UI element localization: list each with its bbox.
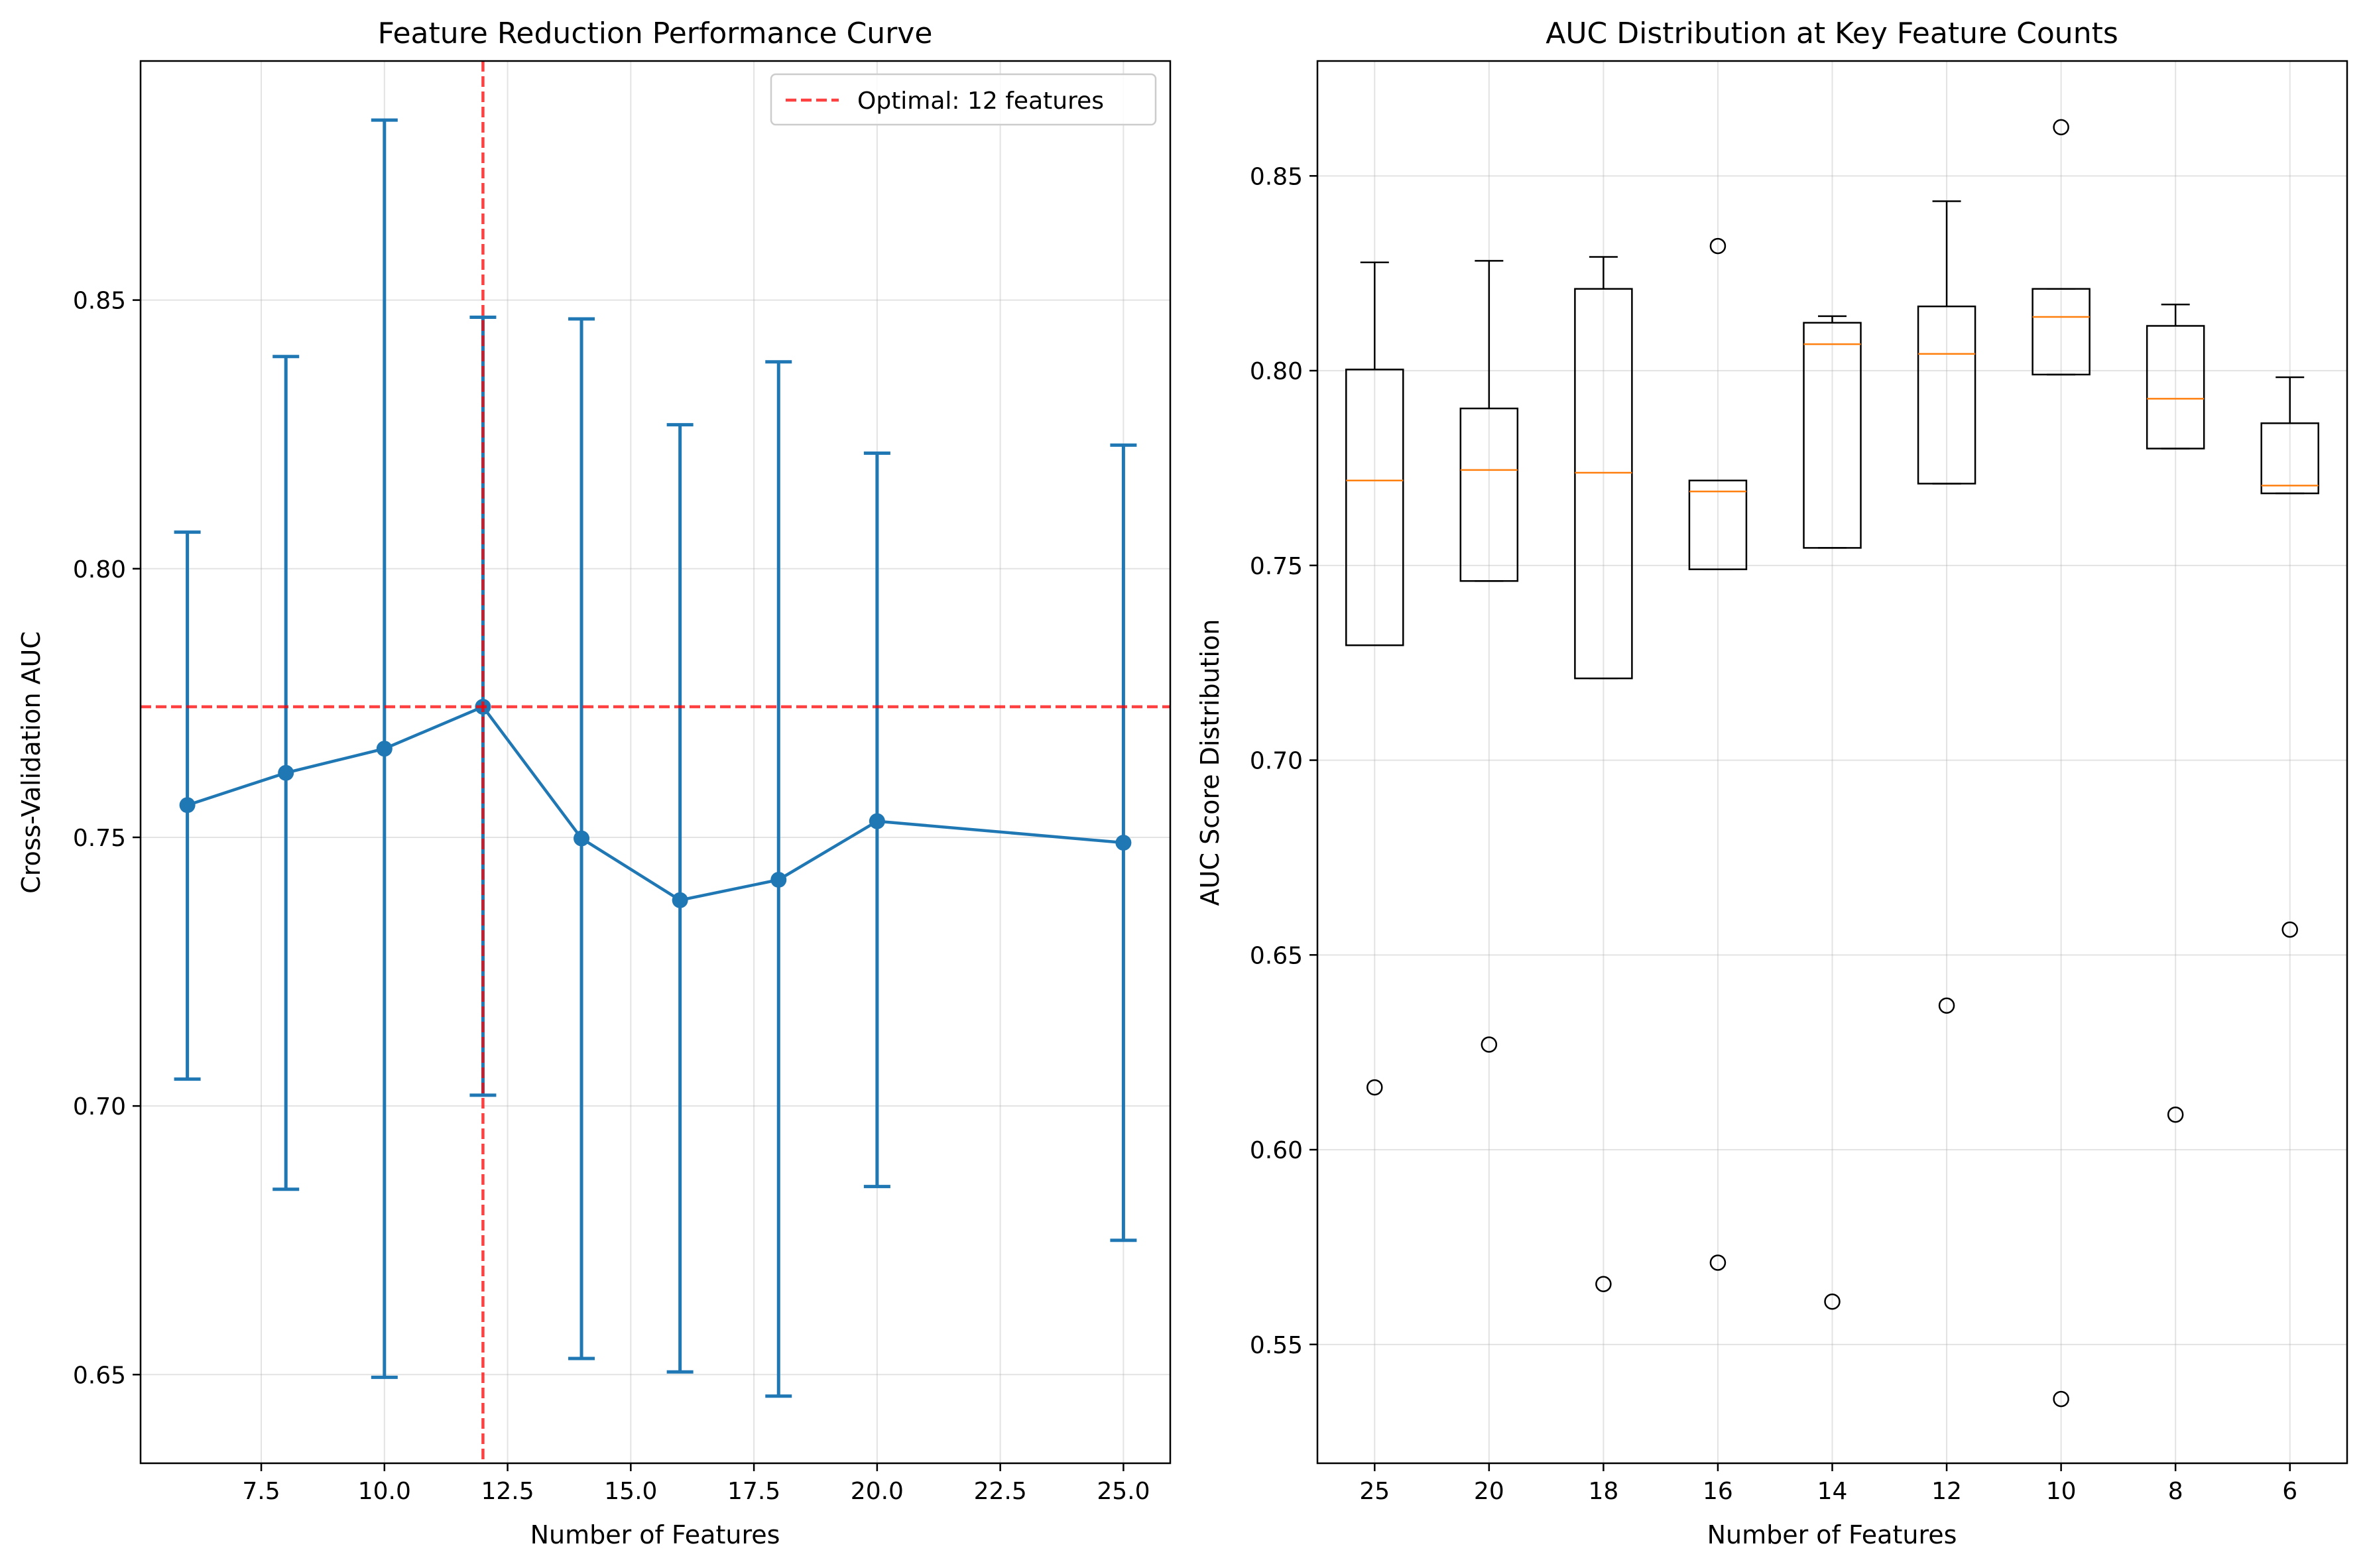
left-data-point — [770, 871, 787, 888]
left-data-point — [869, 813, 885, 829]
left-x-tick-label: 7.5 — [242, 1478, 280, 1505]
right-box-8 — [2146, 303, 2205, 1123]
right-y-tick-label: 0.60 — [1250, 1137, 1303, 1164]
left-x-axis-label: Number of Features — [530, 1520, 780, 1549]
left-y-tick-label: 0.70 — [73, 1093, 126, 1120]
left-x-tick-label: 25.0 — [1097, 1478, 1150, 1505]
right-outlier-point — [1824, 1293, 1841, 1310]
right-x-axis-label: Number of Features — [1707, 1520, 1957, 1549]
right-box-14 — [1803, 315, 1862, 1310]
right-x-ticks: 25 20 18 16 14 12 10 8 6 — [1359, 1463, 2297, 1505]
left-x-tick-label: 22.5 — [974, 1478, 1027, 1505]
left-chart-title: Feature Reduction Performance Curve — [378, 17, 933, 50]
left-data-point — [672, 892, 688, 908]
left-y-axis-label: Cross-Validation AUC — [17, 631, 46, 894]
right-box-iqr — [1574, 288, 1633, 680]
right-outlier-point — [2053, 1390, 2069, 1408]
right-x-tick-label: 25 — [1359, 1478, 1390, 1505]
left-x-ticks: 7.5 10.0 12.5 15.0 17.5 20.0 22.5 25.0 — [242, 1463, 1150, 1505]
left-data-point — [376, 741, 393, 757]
right-outlier-point — [1595, 1276, 1612, 1292]
left-x-tick-label: 15.0 — [604, 1478, 657, 1505]
right-outlier-point — [1938, 997, 1955, 1014]
right-box-iqr — [1345, 369, 1404, 646]
left-y-tick-label: 0.65 — [73, 1362, 126, 1389]
right-outlier-point — [1366, 1079, 1383, 1096]
right-x-tick-label: 14 — [1817, 1478, 1848, 1505]
left-y-ticks: 0.65 0.70 0.75 0.80 0.85 — [73, 288, 141, 1389]
right-chart-panel: 25 20 18 16 14 12 10 8 6 0.55 0.60 0.65 0.70 0.75 0.8… — [1195, 17, 2348, 1549]
right-outlier-point — [2053, 119, 2069, 136]
left-x-tick-label: 17.5 — [727, 1478, 780, 1505]
right-box-iqr — [2260, 422, 2319, 495]
right-chart-title: AUC Distribution at Key Feature Counts — [1546, 17, 2118, 50]
left-data-point — [1115, 835, 1132, 851]
right-box-16 — [1688, 237, 1748, 1271]
right-y-axis-label: AUC Score Distribution — [1195, 619, 1225, 906]
left-axes-frame — [139, 60, 1172, 1465]
right-x-tick-label: 6 — [2282, 1478, 2297, 1505]
left-y-tick-label: 0.85 — [73, 288, 126, 315]
right-box-18 — [1574, 256, 1633, 1292]
right-y-tick-label: 0.85 — [1250, 163, 1303, 190]
left-x-tick-label: 12.5 — [481, 1478, 534, 1505]
right-box-iqr — [2146, 325, 2205, 450]
right-y-tick-label: 0.70 — [1250, 748, 1303, 775]
right-grid — [1317, 61, 2347, 1463]
right-x-tick-label: 18 — [1588, 1478, 1618, 1505]
right-outlier-point — [1709, 1254, 1727, 1271]
left-data-point — [574, 830, 590, 847]
right-x-tick-label: 10 — [2046, 1478, 2077, 1505]
right-outlier-point — [2281, 921, 2298, 938]
left-legend-label: Optimal: 12 features — [857, 88, 1104, 115]
right-x-tick-label: 12 — [1931, 1478, 1962, 1505]
left-y-tick-label: 0.80 — [73, 556, 126, 583]
left-data-point — [278, 764, 294, 781]
right-box-iqr — [1688, 479, 1748, 570]
left-x-tick-label: 10.0 — [358, 1478, 411, 1505]
right-y-tick-label: 0.55 — [1250, 1332, 1303, 1359]
right-outlier-point — [1481, 1036, 1498, 1053]
right-x-tick-label: 16 — [1703, 1478, 1733, 1505]
left-legend: Optimal: 12 features — [770, 73, 1157, 126]
right-y-tick-label: 0.80 — [1250, 358, 1303, 385]
right-y-tick-label: 0.75 — [1250, 553, 1303, 580]
right-box-iqr — [1803, 322, 1862, 549]
left-data-point — [179, 797, 196, 814]
right-box-iqr — [2032, 288, 2091, 376]
right-y-tick-label: 0.65 — [1250, 942, 1303, 969]
right-box-iqr — [1917, 305, 1976, 485]
right-box-iqr — [1459, 407, 1519, 582]
left-legend-box — [770, 73, 1157, 126]
right-box-25 — [1345, 261, 1404, 1096]
left-chart-panel: 7.5 10.0 12.5 15.0 17.5 20.0 22.5 25.0 0.65 0.70… — [17, 17, 1172, 1549]
right-box-12 — [1917, 200, 1976, 1014]
right-box-10 — [2032, 119, 2091, 1408]
left-x-tick-label: 20.0 — [851, 1478, 904, 1505]
right-x-tick-label: 8 — [2168, 1478, 2183, 1505]
right-box-6 — [2260, 376, 2319, 938]
right-outlier-point — [2167, 1106, 2184, 1123]
right-outlier-point — [1709, 237, 1727, 255]
left-y-tick-label: 0.75 — [73, 825, 126, 852]
right-y-ticks: 0.55 0.60 0.65 0.70 0.75 0.80 0.85 — [1250, 163, 1317, 1359]
right-x-tick-label: 20 — [1474, 1478, 1504, 1505]
right-box-20 — [1459, 260, 1519, 1053]
right-plot-area — [1345, 119, 2319, 1408]
left-plot-area — [141, 61, 1170, 1463]
